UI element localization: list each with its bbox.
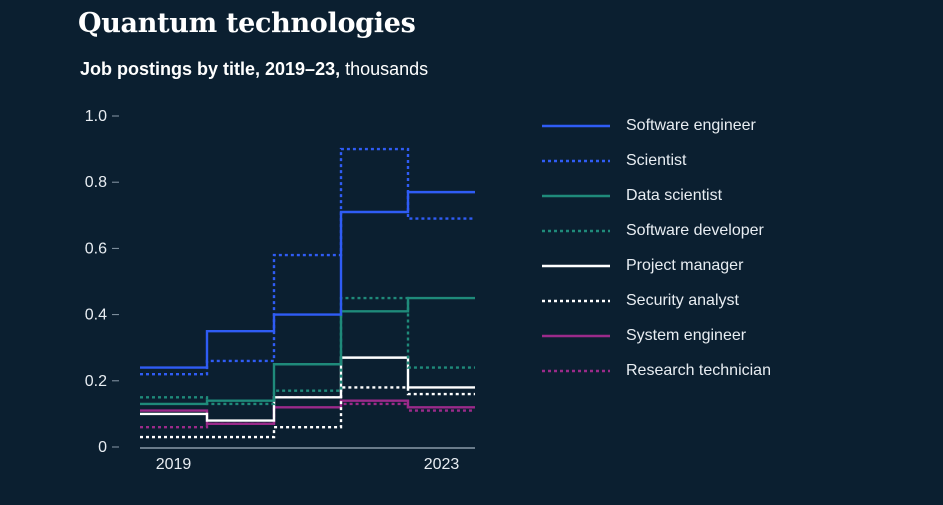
series-layer bbox=[140, 147, 475, 439]
y-tick-label: 0.2 bbox=[85, 373, 107, 390]
legend-swatch bbox=[542, 194, 610, 197]
legend: Software engineer Scientist Data scientist… bbox=[540, 108, 771, 388]
legend-item: Research technician bbox=[540, 353, 771, 388]
legend-item: Software engineer bbox=[540, 108, 771, 143]
legend-item: Scientist bbox=[540, 143, 771, 178]
series-line-research-technician bbox=[140, 396, 475, 429]
legend-label: Data scientist bbox=[626, 186, 723, 204]
legend-label: Scientist bbox=[626, 151, 687, 169]
series-line-security-analyst bbox=[140, 386, 475, 439]
legend-swatch bbox=[542, 334, 610, 337]
legend-swatch bbox=[542, 159, 610, 162]
legend-label: Research technician bbox=[626, 361, 771, 379]
legend-item: Security analyst bbox=[540, 283, 771, 318]
legend-label: Software developer bbox=[626, 221, 764, 239]
legend-swatch bbox=[542, 124, 610, 127]
y-axis: 1.0 0.8 0.6 0.4 0.2 0 bbox=[85, 108, 119, 456]
legend-swatch bbox=[542, 299, 610, 302]
x-tick-label: 2023 bbox=[424, 456, 460, 473]
legend-item: System engineer bbox=[540, 318, 771, 353]
y-tick-label: 0.8 bbox=[85, 174, 107, 191]
legend-label: Software engineer bbox=[626, 116, 756, 134]
legend-label: System engineer bbox=[626, 326, 747, 344]
legend-swatch bbox=[542, 264, 610, 267]
series-line-software-developer bbox=[140, 296, 475, 406]
x-tick-label: 2019 bbox=[156, 456, 192, 473]
series-line-software-engineer bbox=[140, 190, 475, 369]
series-line-data-scientist bbox=[140, 296, 475, 406]
y-tick-label: 0.6 bbox=[85, 240, 107, 257]
chart-title: Quantum technologies bbox=[78, 8, 416, 39]
legend-item: Data scientist bbox=[540, 178, 771, 213]
y-tick-label: 1.0 bbox=[85, 108, 107, 125]
subtitle-unit: thousands bbox=[340, 59, 429, 79]
y-tick-label: 0 bbox=[98, 439, 107, 456]
legend-item: Software developer bbox=[540, 213, 771, 248]
legend-item: Project manager bbox=[540, 248, 771, 283]
x-axis: 2019 2023 bbox=[140, 447, 475, 473]
legend-swatch bbox=[542, 369, 610, 372]
subtitle-bold: Job postings by title, 2019–23, bbox=[80, 59, 341, 79]
series-line-scientist bbox=[140, 147, 475, 376]
chart-subtitle: Job postings by title, 2019–23, thousand… bbox=[80, 59, 428, 80]
legend-swatch bbox=[542, 229, 610, 232]
legend-label: Project manager bbox=[626, 256, 744, 274]
legend-label: Security analyst bbox=[626, 291, 739, 309]
y-tick-label: 0.4 bbox=[85, 307, 107, 324]
series-line-project-manager bbox=[140, 356, 475, 422]
